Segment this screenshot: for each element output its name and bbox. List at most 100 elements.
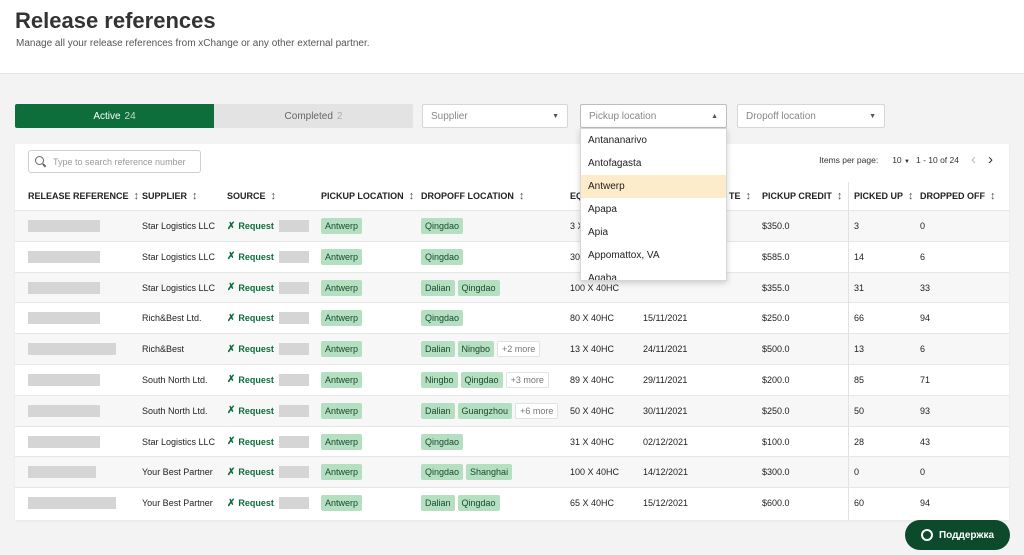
- source-placeholder: [278, 312, 309, 325]
- table-row[interactable]: Star Logistics LLC ✗ Request Antwerp Qingdao…: [15, 425, 1009, 457]
- dropdown-option[interactable]: Apapa: [588, 204, 617, 215]
- pickup-cell: Antwerp: [321, 242, 363, 272]
- supplier-cell: Star Logistics LLC: [142, 282, 216, 293]
- prev-page-icon[interactable]: ‹: [971, 151, 976, 168]
- dropoff-select-label: Dropoff location: [746, 110, 816, 122]
- release-reference-cell: [28, 396, 100, 426]
- pickup-cell: Antwerp: [321, 334, 363, 364]
- table-row[interactable]: Your Best Partner ✗ Request Antwerp Qingdao S…: [15, 456, 1009, 488]
- col-date[interactable]: TE ↕: [729, 182, 751, 210]
- more-locations-badge[interactable]: +6 more: [515, 402, 559, 419]
- pickup-location-select[interactable]: Pickup location ▲: [580, 104, 727, 128]
- dropped-off-cell: 94: [920, 313, 931, 324]
- table-row[interactable]: South North Ltd. ✗ Request Antwerp Dalian Gua…: [15, 394, 1009, 426]
- dropped-off-cell: 43: [920, 436, 931, 447]
- table-row[interactable]: Rich&Best Ltd. ✗ Request Antwerp Qingdao 80 X…: [15, 302, 1009, 333]
- dropped-off-cell: 0: [920, 221, 926, 231]
- col-label: SUPPLIER: [142, 191, 188, 201]
- sort-icon: ↕: [990, 190, 996, 202]
- col-picked-up[interactable]: PICKED UP ↕: [854, 182, 914, 210]
- pickup-credit-cell: $300.0: [762, 467, 790, 478]
- equipment-cell: 65 X 40HC: [570, 498, 615, 509]
- location-chip: Qingdao: [421, 464, 464, 481]
- caret-down-icon: ▼: [552, 112, 559, 120]
- col-supplier[interactable]: SUPPLIER ↕: [142, 182, 198, 210]
- dropdown-option[interactable]: Apia: [588, 227, 609, 238]
- pickup-cell: Antwerp: [321, 365, 363, 395]
- picked-up-cell: 31: [854, 282, 865, 293]
- picked-up-cell: 14: [854, 251, 865, 262]
- reference-placeholder: [28, 466, 96, 479]
- source-placeholder: [278, 343, 309, 356]
- supplier-cell: Star Logistics LLC: [142, 251, 216, 262]
- source-cell: ✗ Request: [227, 303, 309, 333]
- tab-completed-count: 2: [336, 110, 343, 122]
- col-release-reference[interactable]: RELEASE REFERENCE ↕: [28, 182, 139, 210]
- col-label: PICKED UP: [854, 191, 904, 201]
- next-page-icon[interactable]: ›: [988, 151, 993, 168]
- dropdown-option[interactable]: Antofagasta: [588, 158, 642, 169]
- location-chip: Antwerp: [321, 341, 363, 358]
- picked-up-cell: 13: [854, 344, 865, 355]
- location-chip: Antwerp: [321, 279, 363, 296]
- supplier-select[interactable]: Supplier ▼: [422, 104, 568, 128]
- table-row[interactable]: South North Ltd. ✗ Request Antwerp Ningbo Qin…: [15, 363, 1009, 395]
- page-size-select[interactable]: 10 ▼: [892, 155, 910, 165]
- tab-active[interactable]: Active 24: [15, 104, 214, 128]
- table-row[interactable]: Rich&Best ✗ Request Antwerp Dalian Ningbo +2 m…: [15, 333, 1009, 364]
- xchange-icon: ✗: [227, 405, 236, 417]
- status-toggle: Active 24 Completed 2: [15, 104, 413, 128]
- col-label: DROPOFF LOCATION: [421, 191, 514, 201]
- pickup-credit-cell: $585.0: [762, 251, 790, 262]
- col-dropoff-location[interactable]: DROPOFF LOCATION ↕: [421, 182, 524, 210]
- release-reference-cell: [28, 273, 100, 303]
- reference-placeholder: [28, 312, 100, 325]
- dropoff-cell: Dalian Qingdao: [421, 488, 500, 518]
- date-cell: 14/12/2021: [643, 467, 689, 478]
- source-placeholder: [278, 497, 309, 510]
- table-row[interactable]: Your Best Partner ✗ Request Antwerp Dalian Qi…: [15, 487, 1009, 518]
- equipment-cell: 30: [570, 251, 581, 262]
- supplier-cell: Star Logistics LLC: [142, 221, 216, 231]
- source-cell: ✗ Request: [227, 396, 309, 426]
- dropdown-option[interactable]: Appomattox, VA: [588, 250, 660, 261]
- source-label: Request: [238, 436, 274, 447]
- search-box: [28, 150, 201, 173]
- pickup-cell: Antwerp: [321, 427, 363, 457]
- source-label: Request: [238, 282, 274, 293]
- equipment-cell: 31 X 40HC: [570, 436, 615, 447]
- dropoff-location-select[interactable]: Dropoff location ▼: [737, 104, 885, 128]
- support-button[interactable]: Поддержка: [905, 520, 1010, 550]
- table-row[interactable]: Star Logistics LLC ✗ Request Antwerp Qingdao…: [15, 240, 1009, 272]
- col-equipment[interactable]: EQ: [570, 182, 583, 210]
- release-reference-cell: [28, 211, 100, 241]
- sort-icon: ↕: [836, 190, 843, 202]
- col-source[interactable]: SOURCE ↕: [227, 182, 276, 210]
- pickup-cell: Antwerp: [321, 488, 363, 518]
- col-pickup-credit[interactable]: PICKUP CREDIT ↕: [762, 182, 842, 210]
- col-label: SOURCE: [227, 191, 266, 201]
- caret-down-icon: ▼: [869, 112, 876, 120]
- dropdown-option[interactable]: Aqaba: [588, 273, 617, 281]
- more-locations-badge[interactable]: +3 more: [505, 371, 549, 388]
- col-pickup-location[interactable]: PICKUP LOCATION ↕: [321, 182, 414, 210]
- col-label: DROPPED OFF: [920, 191, 986, 201]
- chat-icon: [920, 529, 933, 541]
- supplier-cell: South North Ltd.: [142, 405, 208, 416]
- search-input[interactable]: [53, 156, 193, 167]
- picked-up-cell: 50: [854, 405, 865, 416]
- reference-placeholder: [28, 435, 100, 448]
- col-dropped-off[interactable]: DROPPED OFF ↕: [920, 182, 996, 210]
- col-label: TE: [729, 191, 741, 201]
- dropoff-cell: Dalian Guangzhou +6 more: [421, 396, 559, 426]
- location-chip: Ningbo: [421, 371, 458, 388]
- dropdown-option[interactable]: Antwerp: [581, 175, 726, 198]
- caret-up-icon: ▲: [711, 112, 718, 120]
- dropdown-option[interactable]: Antananarivo: [588, 135, 647, 146]
- table-row[interactable]: Star Logistics LLC ✗ Request Antwerp Qingdao…: [15, 210, 1009, 241]
- column-divider: [848, 182, 849, 520]
- table-row[interactable]: Star Logistics LLC ✗ Request Antwerp Dalian Q…: [15, 271, 1009, 303]
- tab-completed[interactable]: Completed 2: [214, 104, 413, 128]
- more-locations-badge[interactable]: +2 more: [497, 341, 541, 358]
- supplier-select-label: Supplier: [431, 110, 468, 122]
